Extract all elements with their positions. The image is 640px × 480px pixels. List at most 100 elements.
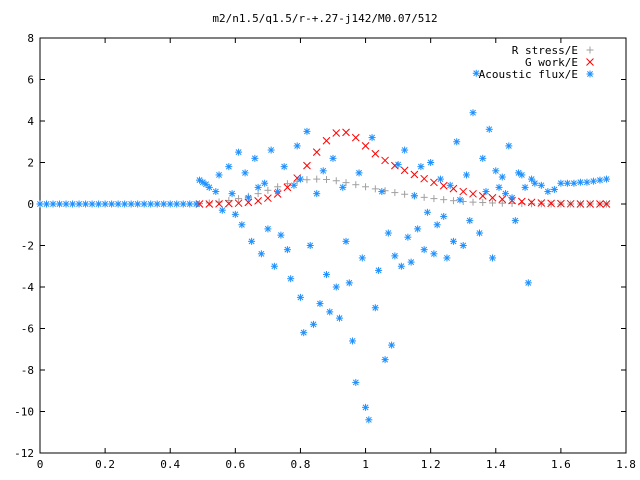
data-point [492, 167, 500, 175]
data-point [140, 200, 148, 208]
data-point [381, 156, 389, 165]
data-point [550, 185, 558, 193]
x-tick-label: 0.2 [95, 458, 115, 471]
data-point [371, 185, 379, 193]
data-point [433, 221, 441, 229]
data-point [205, 200, 214, 208]
data-point [430, 250, 438, 258]
data-point [270, 262, 278, 270]
data-point [518, 171, 526, 179]
series-marks [36, 69, 611, 424]
data-point [602, 175, 610, 183]
data-point [498, 199, 506, 207]
y-tick-label: -2 [21, 240, 34, 253]
data-point [410, 170, 419, 179]
data-point [456, 196, 464, 204]
data-point [326, 308, 334, 316]
data-point [485, 125, 493, 133]
data-point [303, 161, 311, 170]
data-point [576, 178, 584, 186]
data-point [238, 221, 246, 229]
data-point [293, 142, 301, 150]
data-point [479, 199, 487, 207]
x-tick-label: 1 [362, 458, 369, 471]
data-point [225, 163, 233, 171]
x-tick-label: 0.6 [225, 458, 245, 471]
data-point [401, 190, 409, 198]
data-point [531, 179, 539, 187]
data-point [248, 237, 256, 245]
data-point [498, 195, 507, 204]
data-point [462, 171, 470, 179]
data-point [254, 190, 262, 198]
data-point [508, 194, 516, 202]
data-point [332, 129, 341, 137]
data-point [469, 189, 477, 198]
data-point [505, 142, 513, 150]
data-point [264, 186, 272, 194]
data-point [449, 197, 457, 205]
data-point [417, 163, 425, 171]
data-point [251, 154, 259, 162]
data-point [459, 198, 467, 206]
data-point [231, 210, 239, 218]
data-point [205, 199, 213, 207]
data-point [384, 229, 392, 237]
data-point [596, 176, 604, 184]
data-point [449, 237, 457, 245]
data-point [537, 181, 545, 189]
data-point [95, 200, 103, 208]
data-point [303, 127, 311, 135]
data-point [332, 177, 340, 185]
chart-title: m2/n1.5/q1.5/r-+.27-j142/M0.07/512 [212, 12, 437, 25]
data-point [375, 266, 383, 274]
data-point [235, 195, 243, 203]
legend-marker [586, 70, 594, 78]
data-point [586, 200, 595, 208]
data-point [563, 179, 571, 187]
data-point [472, 69, 480, 77]
data-point [511, 217, 519, 225]
data-point [166, 200, 174, 208]
data-point [244, 194, 252, 202]
data-point [69, 200, 77, 208]
data-point [502, 190, 510, 198]
data-point [339, 183, 347, 191]
data-point [528, 200, 536, 208]
data-point [303, 176, 311, 184]
data-point [361, 142, 370, 150]
data-point [306, 242, 314, 249]
x-tick-label: 1.2 [421, 458, 441, 471]
legend-label: Acoustic flux/E [479, 68, 578, 81]
y-tick-label: 2 [27, 157, 34, 170]
data-point [332, 283, 340, 291]
data-point [352, 378, 360, 386]
data-point [153, 200, 161, 208]
data-point [469, 109, 477, 117]
legend-marker [586, 46, 594, 54]
data-point [179, 200, 187, 208]
data-point [62, 200, 70, 208]
legend-label: R stress/E [512, 44, 578, 57]
data-point [495, 183, 503, 191]
data-point [589, 177, 597, 185]
data-point [313, 175, 321, 183]
data-point [228, 190, 236, 198]
data-point [410, 192, 418, 200]
data-point [264, 225, 272, 233]
data-point [205, 183, 213, 191]
data-point [537, 199, 546, 207]
data-point [192, 200, 200, 208]
data-point [342, 179, 350, 187]
axis-ticks: 0 0.2 0.4 0.6 0.8 1 1.2 1.4 1.6 1.8 -12 -10 -8 -6 -4 -2… [14, 32, 636, 471]
data-point [459, 187, 468, 196]
data-point [108, 200, 116, 208]
data-point [557, 179, 565, 187]
data-point [397, 262, 405, 270]
data-point [446, 181, 454, 189]
data-point [114, 200, 122, 208]
data-point [351, 133, 360, 142]
data-point [235, 148, 243, 156]
data-point [345, 279, 353, 287]
